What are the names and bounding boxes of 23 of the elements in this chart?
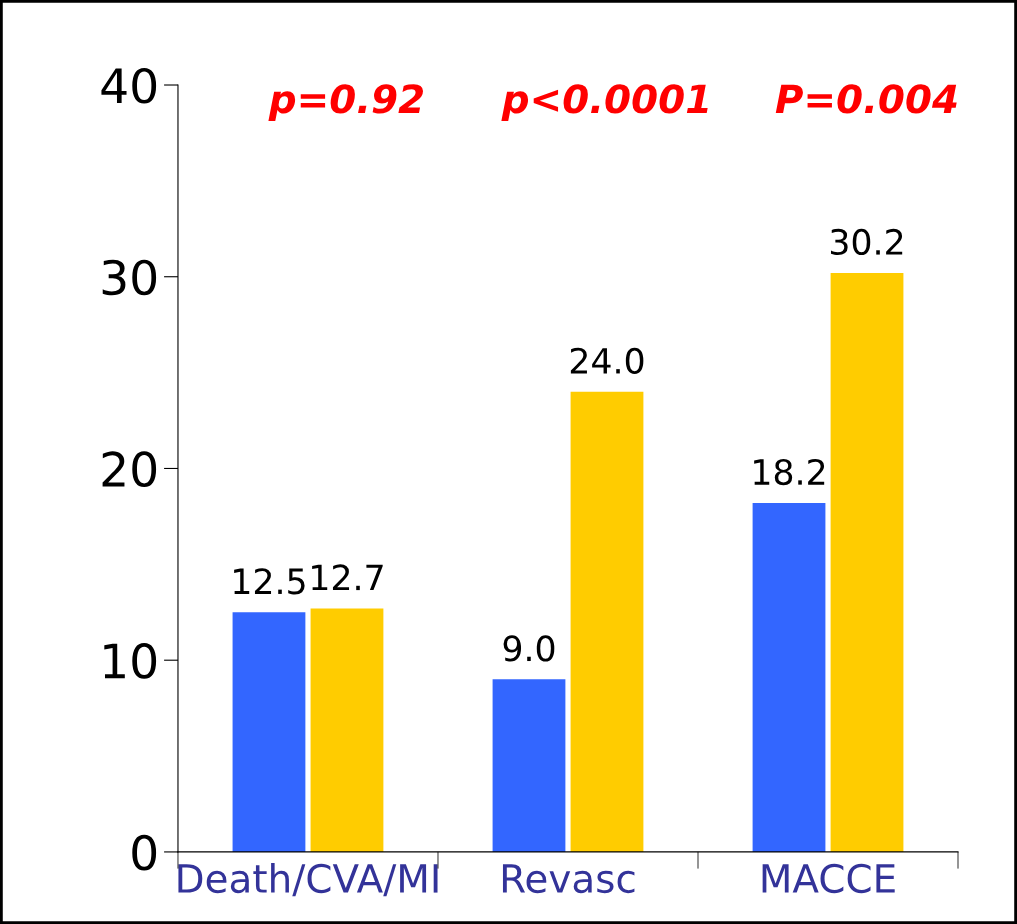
data-label: 30.2 [831,228,903,256]
y-tick-label: 10 [104,643,157,679]
data-label: 24.0 [570,347,644,374]
annotation: p=0.92 [268,84,424,122]
y-tick-label: 30 [102,259,157,296]
bar [492,679,566,852]
x-tick-label: Death/CVA/MI [178,863,438,897]
y-tick-label: 40 [101,67,157,104]
bar [752,502,826,852]
x-tick-label: MACCE [762,863,895,894]
bar [570,391,644,852]
bar [830,272,904,852]
annotation: p<0.0001 [501,84,708,122]
data-label: 18.2 [754,458,825,486]
y-tick-label: 20 [102,451,157,488]
data-label: 12.5 [234,568,305,595]
bar [310,608,384,852]
data-label: 12.7 [312,564,383,591]
data-label: 9.0 [503,635,555,662]
x-tick-label: Revasc [502,864,635,894]
annotation: P=0.004 [775,84,957,114]
bar [232,612,306,852]
y-tick-label: 0 [132,834,157,871]
